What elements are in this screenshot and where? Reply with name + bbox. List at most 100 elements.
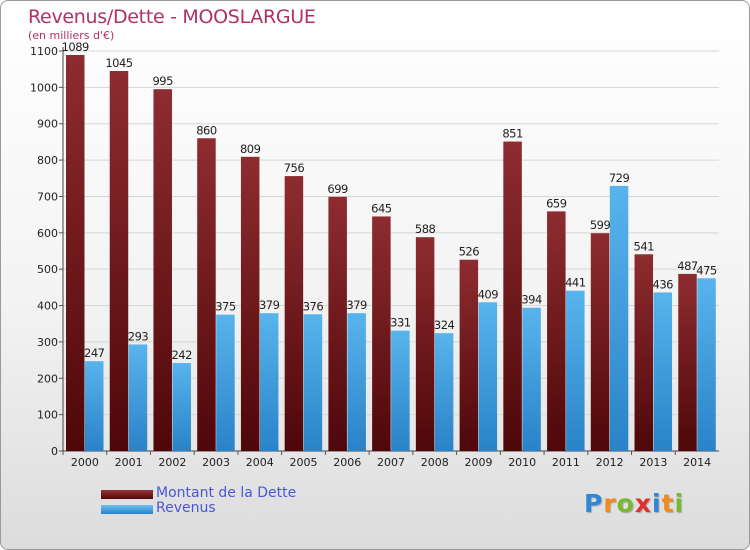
- data-labels: 1089 247 1045 293 995 242 860 375 809 379 756 376 69…: [62, 40, 718, 362]
- bar-revenus: [128, 344, 148, 451]
- x-tick-label: 2002: [158, 456, 186, 469]
- y-tick-label: 700: [37, 190, 58, 203]
- legend-label-dette: Montant de la Dette: [156, 485, 297, 501]
- y-tick-label: 1000: [30, 81, 58, 94]
- data-label-revenus: 324: [434, 318, 455, 332]
- y-tick-label: 0: [51, 445, 58, 458]
- data-label-revenus: 379: [259, 298, 280, 312]
- bar-dette: [678, 273, 697, 451]
- x-tick-label: 2010: [508, 456, 536, 469]
- bar-revenus: [259, 313, 279, 451]
- legend-label-revenus: Revenus: [156, 500, 216, 516]
- data-label-dette: 588: [415, 222, 436, 236]
- x-tick-label: 2001: [115, 456, 143, 469]
- bar-dette: [240, 156, 260, 451]
- y-tick-label: 800: [37, 154, 58, 167]
- bar-revenus: [303, 314, 323, 451]
- bar-dette: [372, 216, 391, 451]
- bar-revenus: [347, 313, 366, 451]
- data-label-revenus: 729: [609, 171, 630, 185]
- bar-revenus: [522, 307, 541, 451]
- x-tick-label: 2009: [464, 456, 492, 469]
- data-label-revenus: 331: [390, 316, 411, 330]
- data-label-dette: 995: [152, 74, 173, 88]
- data-label-dette: 541: [634, 239, 655, 253]
- chart-unit-label: (en milliers d'€): [28, 29, 115, 42]
- x-tick-label: 2003: [202, 456, 230, 469]
- bar-dette: [66, 55, 85, 451]
- data-label-dette: 756: [284, 161, 305, 175]
- y-tick-label: 500: [37, 263, 58, 276]
- legend-swatch-dette: [101, 490, 153, 499]
- x-tick-label: 2006: [333, 456, 361, 469]
- x-tick-label: 2007: [377, 456, 405, 469]
- y-tick-label: 900: [37, 118, 58, 131]
- bar-dette: [503, 141, 522, 451]
- data-label-dette: 659: [546, 196, 567, 210]
- data-label-revenus: 409: [478, 287, 499, 301]
- bar-revenus: [216, 314, 235, 451]
- data-label-revenus: 436: [653, 277, 674, 291]
- data-label-dette: 526: [459, 245, 480, 259]
- data-label-revenus: 394: [521, 293, 542, 307]
- bar-dette: [459, 259, 479, 451]
- x-tick-label: 2013: [639, 456, 667, 469]
- y-tick-label: 1100: [30, 45, 58, 58]
- bar-revenus: [434, 333, 454, 451]
- bar-dette: [153, 89, 172, 451]
- y-tick-label: 100: [37, 409, 58, 422]
- logo-letter: r: [603, 489, 617, 518]
- y-tick-label: 400: [37, 300, 58, 313]
- proxiti-logo: Proxiti: [584, 489, 684, 518]
- bar-revenus: [653, 292, 673, 451]
- y-tick-label: 600: [37, 227, 58, 240]
- data-label-revenus: 247: [84, 346, 105, 360]
- logo-letter: o: [616, 489, 635, 518]
- data-label-dette: 851: [502, 127, 523, 141]
- data-label-dette: 599: [590, 218, 611, 232]
- logo-letter: t: [661, 489, 675, 518]
- x-tick-label: 2014: [683, 456, 711, 469]
- x-tick-label: 2000: [71, 456, 99, 469]
- axes: 0 100 200 300 400 500 600 700 800 900 1000 1100 2000…: [30, 45, 719, 469]
- data-label-revenus: 376: [303, 299, 324, 313]
- bar-revenus: [85, 361, 104, 451]
- bar-revenus: [478, 302, 498, 451]
- bar-revenus: [609, 185, 629, 451]
- bar-dette: [328, 196, 347, 451]
- y-tick-label: 300: [37, 336, 58, 349]
- grid-lines: [63, 50, 719, 416]
- y-tick-label: 200: [37, 372, 58, 385]
- bar-dette: [284, 176, 304, 451]
- logo-letter: P: [584, 489, 604, 518]
- bar-revenus: [566, 290, 585, 451]
- data-label-dette: 487: [677, 259, 698, 273]
- bar-revenus: [172, 363, 191, 451]
- data-label-revenus: 293: [128, 329, 149, 343]
- data-label-dette: 645: [371, 201, 392, 215]
- bar-dette: [634, 254, 654, 451]
- bar-revenus: [697, 278, 716, 451]
- data-label-revenus: 379: [346, 298, 367, 312]
- x-tick-label: 2011: [552, 456, 580, 469]
- x-tick-label: 2008: [421, 456, 449, 469]
- logo-letter: i: [674, 489, 685, 518]
- data-label-dette: 809: [240, 142, 261, 156]
- x-tick-label: 2004: [246, 456, 274, 469]
- bar-dette: [547, 211, 566, 451]
- data-label-revenus: 242: [171, 348, 192, 362]
- data-label-dette: 1089: [62, 40, 89, 54]
- bar-dette: [109, 71, 129, 451]
- data-label-revenus: 375: [215, 300, 236, 314]
- x-tick-label: 2012: [596, 456, 624, 469]
- bar-revenus: [391, 330, 410, 451]
- bars: [66, 55, 716, 452]
- x-tick-label: 2005: [290, 456, 318, 469]
- chart-title: Revenus/Dette - MOOSLARGUE: [28, 6, 316, 28]
- bar-dette: [197, 138, 216, 452]
- bar-dette: [415, 237, 435, 451]
- bar-dette: [590, 233, 610, 451]
- data-label-dette: 1045: [105, 56, 132, 70]
